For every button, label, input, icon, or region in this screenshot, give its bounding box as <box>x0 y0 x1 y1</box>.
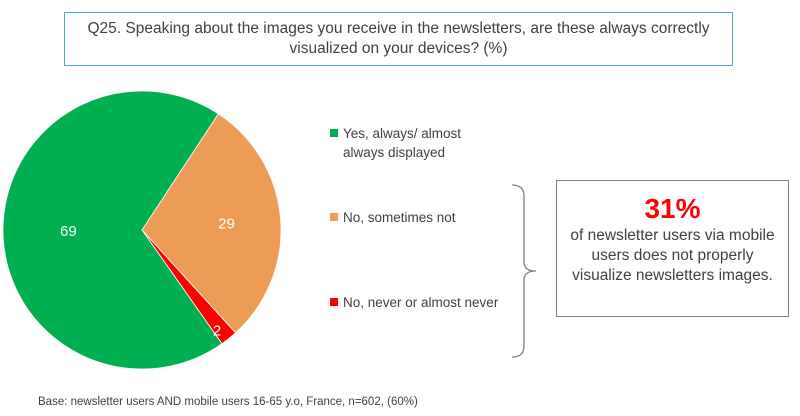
legend-label-sometimes: No, sometimes not <box>343 210 456 225</box>
legend-swatch-yes <box>330 129 338 137</box>
base-note: Base: newsletter users AND mobile users … <box>38 396 418 408</box>
callout-box: 31% of newsletter users via mobile users… <box>556 180 789 317</box>
legend-label-never: No, never or almost never <box>343 295 499 310</box>
legend-item-never: No, never or almost never <box>330 293 498 312</box>
legend-swatch-sometimes <box>330 213 338 221</box>
pie-chart: 29 2 69 <box>2 90 282 370</box>
callout-text: of newsletter users via mobile users doe… <box>570 227 775 284</box>
legend-item-sometimes: No, sometimes not <box>330 208 456 227</box>
callout-percent: 31% <box>644 193 701 224</box>
data-label-never: 2 <box>213 323 221 340</box>
legend-item-yes: Yes, always/ almost always displayed <box>330 124 461 162</box>
data-label-sometimes: 29 <box>218 215 235 232</box>
question-title: Q25. Speaking about the images you recei… <box>64 12 733 66</box>
data-label-yes: 69 <box>60 223 77 240</box>
slice-yes <box>2 90 223 370</box>
bracket-brace <box>511 184 537 358</box>
legend-swatch-never <box>330 298 338 306</box>
slice-sometimes <box>141 113 282 334</box>
legend-label-yes: Yes, always/ almost always displayed <box>343 126 462 160</box>
